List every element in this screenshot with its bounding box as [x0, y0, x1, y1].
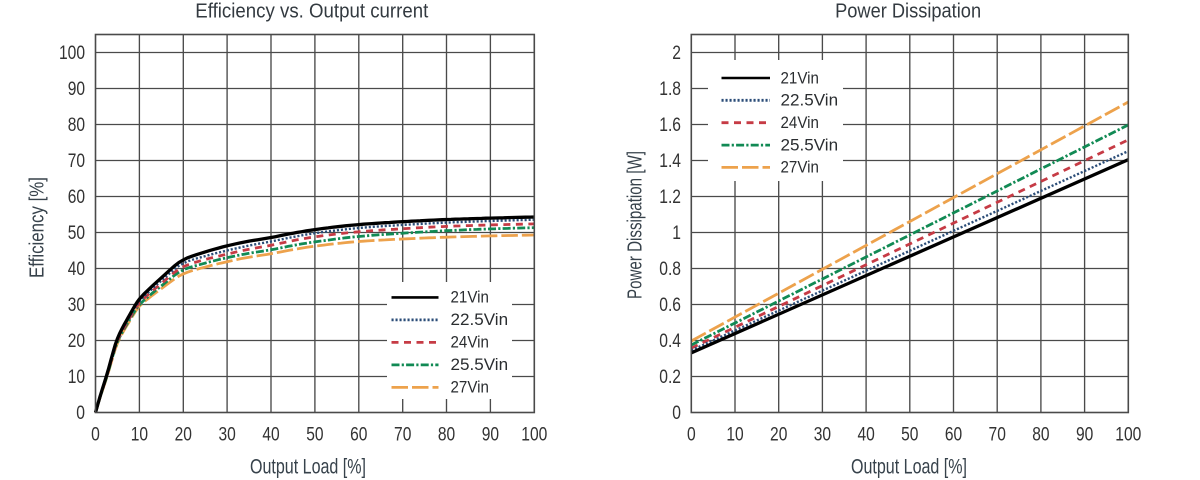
- svg-text:100: 100: [59, 43, 85, 64]
- svg-text:40: 40: [262, 424, 279, 445]
- svg-text:2: 2: [672, 43, 681, 64]
- svg-text:21Vin: 21Vin: [451, 288, 489, 307]
- svg-text:90: 90: [1076, 424, 1093, 445]
- svg-text:0.6: 0.6: [659, 295, 681, 316]
- svg-text:30: 30: [68, 295, 85, 316]
- svg-text:50: 50: [306, 424, 323, 445]
- svg-text:80: 80: [68, 115, 85, 136]
- svg-text:1.6: 1.6: [659, 115, 681, 136]
- svg-text:90: 90: [482, 424, 499, 445]
- svg-text:Efficiency [%]: Efficiency [%]: [26, 177, 49, 278]
- svg-text:0.4: 0.4: [659, 331, 681, 352]
- svg-text:27Vin: 27Vin: [781, 158, 819, 177]
- svg-text:70: 70: [68, 151, 85, 172]
- svg-text:1.4: 1.4: [659, 151, 681, 172]
- svg-text:0: 0: [687, 424, 696, 445]
- svg-text:10: 10: [726, 424, 743, 445]
- svg-text:0: 0: [91, 424, 100, 445]
- svg-text:22.5Vin: 22.5Vin: [451, 310, 509, 329]
- svg-text:80: 80: [438, 424, 455, 445]
- svg-text:80: 80: [1032, 424, 1049, 445]
- svg-text:Efficiency vs. Output current: Efficiency vs. Output current: [195, 0, 428, 22]
- svg-text:60: 60: [350, 424, 367, 445]
- svg-text:0: 0: [76, 403, 85, 424]
- svg-text:60: 60: [68, 187, 85, 208]
- svg-text:50: 50: [901, 424, 918, 445]
- svg-text:1: 1: [672, 223, 681, 244]
- svg-text:70: 70: [989, 424, 1006, 445]
- svg-text:0.2: 0.2: [659, 367, 681, 388]
- svg-text:60: 60: [945, 424, 962, 445]
- svg-text:1.8: 1.8: [659, 79, 681, 100]
- svg-text:100: 100: [521, 424, 547, 445]
- svg-text:90: 90: [68, 79, 85, 100]
- svg-text:100: 100: [1115, 424, 1141, 445]
- svg-text:24Vin: 24Vin: [451, 333, 489, 352]
- svg-text:1.2: 1.2: [659, 187, 681, 208]
- svg-text:10: 10: [68, 367, 85, 388]
- svg-text:30: 30: [814, 424, 831, 445]
- svg-text:Output Load [%]: Output Load [%]: [250, 455, 366, 479]
- svg-text:40: 40: [857, 424, 874, 445]
- svg-text:0: 0: [672, 403, 681, 424]
- svg-text:Output Load [%]: Output Load [%]: [851, 455, 967, 479]
- svg-text:0.8: 0.8: [659, 259, 681, 280]
- svg-text:30: 30: [218, 424, 235, 445]
- svg-text:24Vin: 24Vin: [781, 113, 819, 132]
- svg-text:25.5Vin: 25.5Vin: [781, 135, 839, 154]
- svg-text:50: 50: [68, 223, 85, 244]
- svg-text:Power Dissipation [W]: Power Dissipation [W]: [624, 151, 647, 299]
- svg-text:70: 70: [394, 424, 411, 445]
- svg-text:20: 20: [68, 331, 85, 352]
- svg-text:22.5Vin: 22.5Vin: [781, 91, 839, 110]
- svg-text:20: 20: [770, 424, 787, 445]
- svg-text:20: 20: [175, 424, 192, 445]
- svg-text:21Vin: 21Vin: [781, 68, 819, 87]
- svg-text:27Vin: 27Vin: [451, 378, 489, 397]
- svg-text:25.5Vin: 25.5Vin: [451, 355, 509, 374]
- svg-text:10: 10: [131, 424, 148, 445]
- svg-text:Power Dissipation: Power Dissipation: [835, 0, 981, 22]
- svg-text:40: 40: [68, 259, 85, 280]
